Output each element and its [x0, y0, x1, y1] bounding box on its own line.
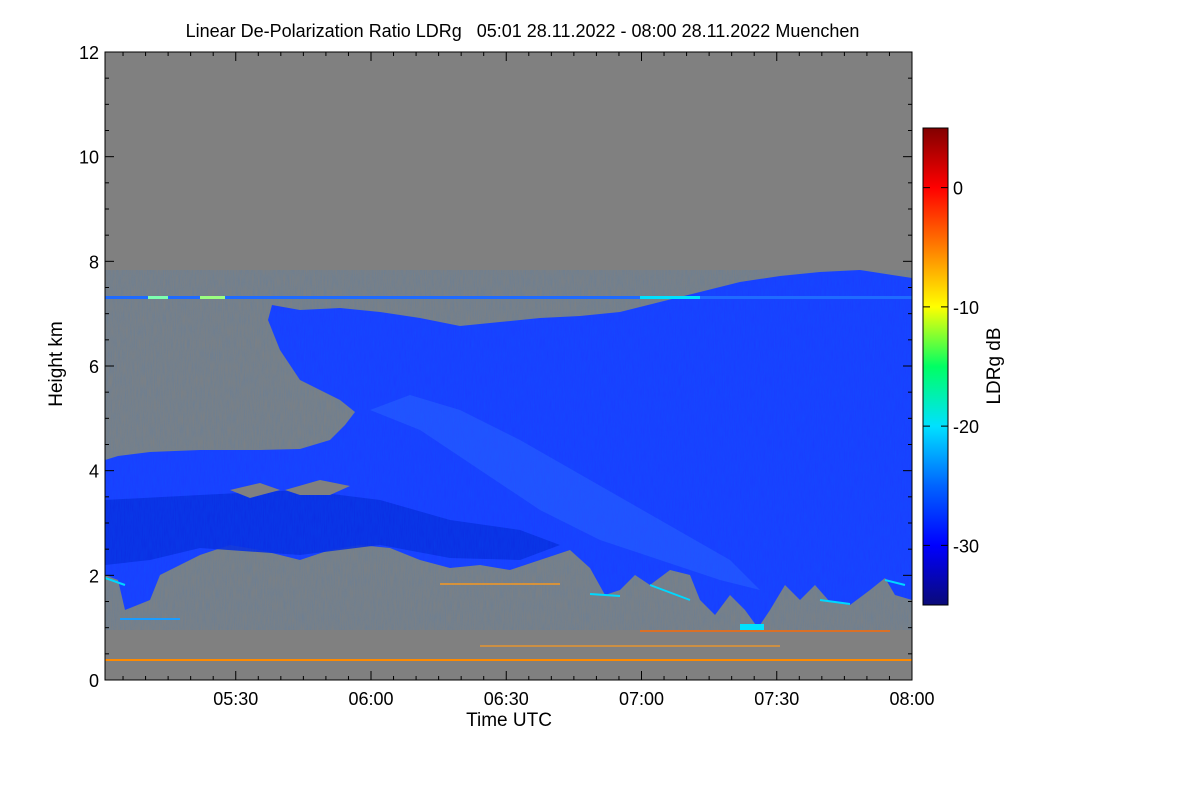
y-tick-label: 0 [89, 671, 99, 691]
heatmap-layer [105, 270, 912, 661]
gap-region [230, 480, 350, 498]
lower-speckle-line [480, 645, 780, 647]
y-tick-label: 12 [79, 43, 99, 63]
thin-layer-highlight [148, 296, 168, 299]
x-tick-label: 07:30 [754, 689, 799, 709]
x-tick-label: 08:00 [889, 689, 934, 709]
lower-speckle-line [440, 583, 560, 585]
colorbar-label: LDRg dB [984, 327, 1005, 404]
x-tick-label: 06:00 [348, 689, 393, 709]
colorbar-tick-label: -30 [953, 536, 979, 556]
x-axis-label: Time UTC [466, 710, 552, 731]
thin-layer-highlight [200, 296, 225, 299]
lower-speckle-line [120, 618, 180, 620]
y-tick-label: 6 [89, 357, 99, 377]
colorbar [922, 127, 949, 606]
chart-title: Linear De-Polarization Ratio LDRg 05:01 … [185, 21, 860, 41]
low-layer-edge [105, 577, 906, 605]
x-tick-label: 06:30 [484, 689, 529, 709]
x-tick-label: 07:00 [619, 689, 664, 709]
lower-speckle-line [640, 630, 890, 632]
x-tick-label: 05:30 [213, 689, 258, 709]
colorbar-ticks: 0 -10 -20 -30 [923, 179, 979, 556]
colorbar-tick-label: -10 [953, 298, 979, 318]
y-tick-label: 8 [89, 252, 99, 272]
ground-clutter-line [105, 659, 912, 661]
thin-layer [105, 296, 912, 299]
colorbar-tick-label: -20 [953, 417, 979, 437]
cyan-patch [740, 624, 764, 630]
axes: 05:30 06:00 06:30 07:00 07:30 08:00 0 2 4 6 8 10 12 [79, 43, 935, 709]
noise-texture [105, 270, 912, 630]
colorbar-tick-label: 0 [953, 179, 963, 199]
y-axis-label: Height km [46, 321, 67, 407]
y-tick-label: 10 [79, 148, 99, 168]
y-tick-label: 4 [89, 462, 99, 482]
y-tick-label: 2 [89, 566, 99, 586]
thin-layer-highlight [640, 296, 700, 299]
